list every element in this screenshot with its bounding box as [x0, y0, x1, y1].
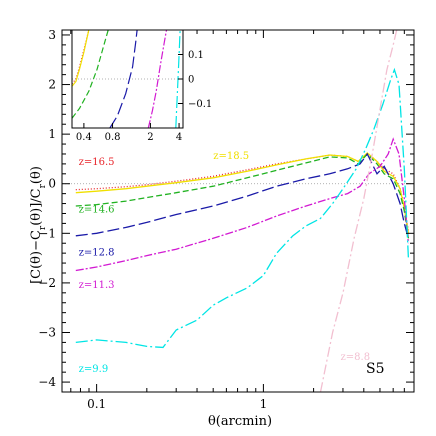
y-tick-label: −3 — [38, 325, 56, 339]
y-tick-label: 1 — [48, 127, 56, 141]
series-label-z-14-6: z=14.6 — [79, 204, 115, 215]
inset-y-tick-label: 0.1 — [188, 50, 204, 61]
series-line-z-12-8 — [75, 152, 410, 239]
inset-axes: 0.4 0.8 2 4 −0.1 0 0.1 — [71, 29, 212, 143]
inset-x-tick-label: 4 — [176, 132, 182, 143]
y-axis-title: [C(θ)−Cr(θ)]/Cr(θ) — [29, 166, 48, 284]
series-label-z-12-8: z=12.8 — [79, 248, 115, 259]
inset-x-tick-label: 0.4 — [76, 132, 92, 143]
inset-series-line-z-12-8 — [109, 30, 138, 128]
panel-annotation: S5 — [366, 361, 385, 377]
series-label-z-18-5: z=18.5 — [213, 151, 249, 162]
series-line-z-11-3 — [75, 137, 410, 272]
series-line-z-9-9 — [75, 67, 410, 349]
x-tick-label: 0.1 — [87, 397, 106, 411]
series-label-z-16-5: z=16.5 — [79, 157, 115, 168]
y-tick-label: −2 — [38, 276, 56, 290]
series-line-z-18-5 — [75, 152, 410, 234]
inset-x-tick-label: 2 — [147, 132, 153, 143]
y-tick-label: 0 — [48, 177, 56, 191]
series-label-z-11-3: z=11.3 — [79, 280, 115, 291]
x-axis-title: θ(arcmin) — [208, 414, 272, 429]
inset-y-tick-label: 0 — [188, 75, 194, 86]
y-tick-label: −4 — [38, 375, 56, 389]
y-tick-label: 2 — [48, 78, 56, 92]
inset-x-tick-label: 0.8 — [105, 132, 121, 143]
inset-series-line-z-11-3 — [147, 30, 168, 128]
main-axes: −4 −3 −2 −1 0 1 2 3 0.1 1 — [38, 28, 415, 411]
x-tick-label: 1 — [260, 397, 268, 411]
y-tick-label: 3 — [48, 28, 56, 42]
series-line-z-8-8 — [319, 30, 398, 392]
main-series-group — [62, 30, 414, 392]
series-line-z-14-6 — [75, 153, 410, 239]
y-tick-label: −1 — [38, 226, 56, 240]
series-labels: z=16.5 z=18.5 z=14.6 z=12.8 z=11.3 z=9.9 z=8.8 — [79, 151, 370, 375]
inset-background — [72, 30, 183, 128]
series-label-z-9-9: z=9.9 — [79, 364, 109, 375]
series-label-z-8-8: z=8.8 — [341, 352, 371, 363]
inset-series-line-z-14-6 — [72, 30, 109, 119]
inset-series-group — [72, 30, 183, 128]
inset-series-line-z-18-5 — [72, 30, 90, 87]
inset-y-tick-label: −0.1 — [188, 99, 212, 110]
